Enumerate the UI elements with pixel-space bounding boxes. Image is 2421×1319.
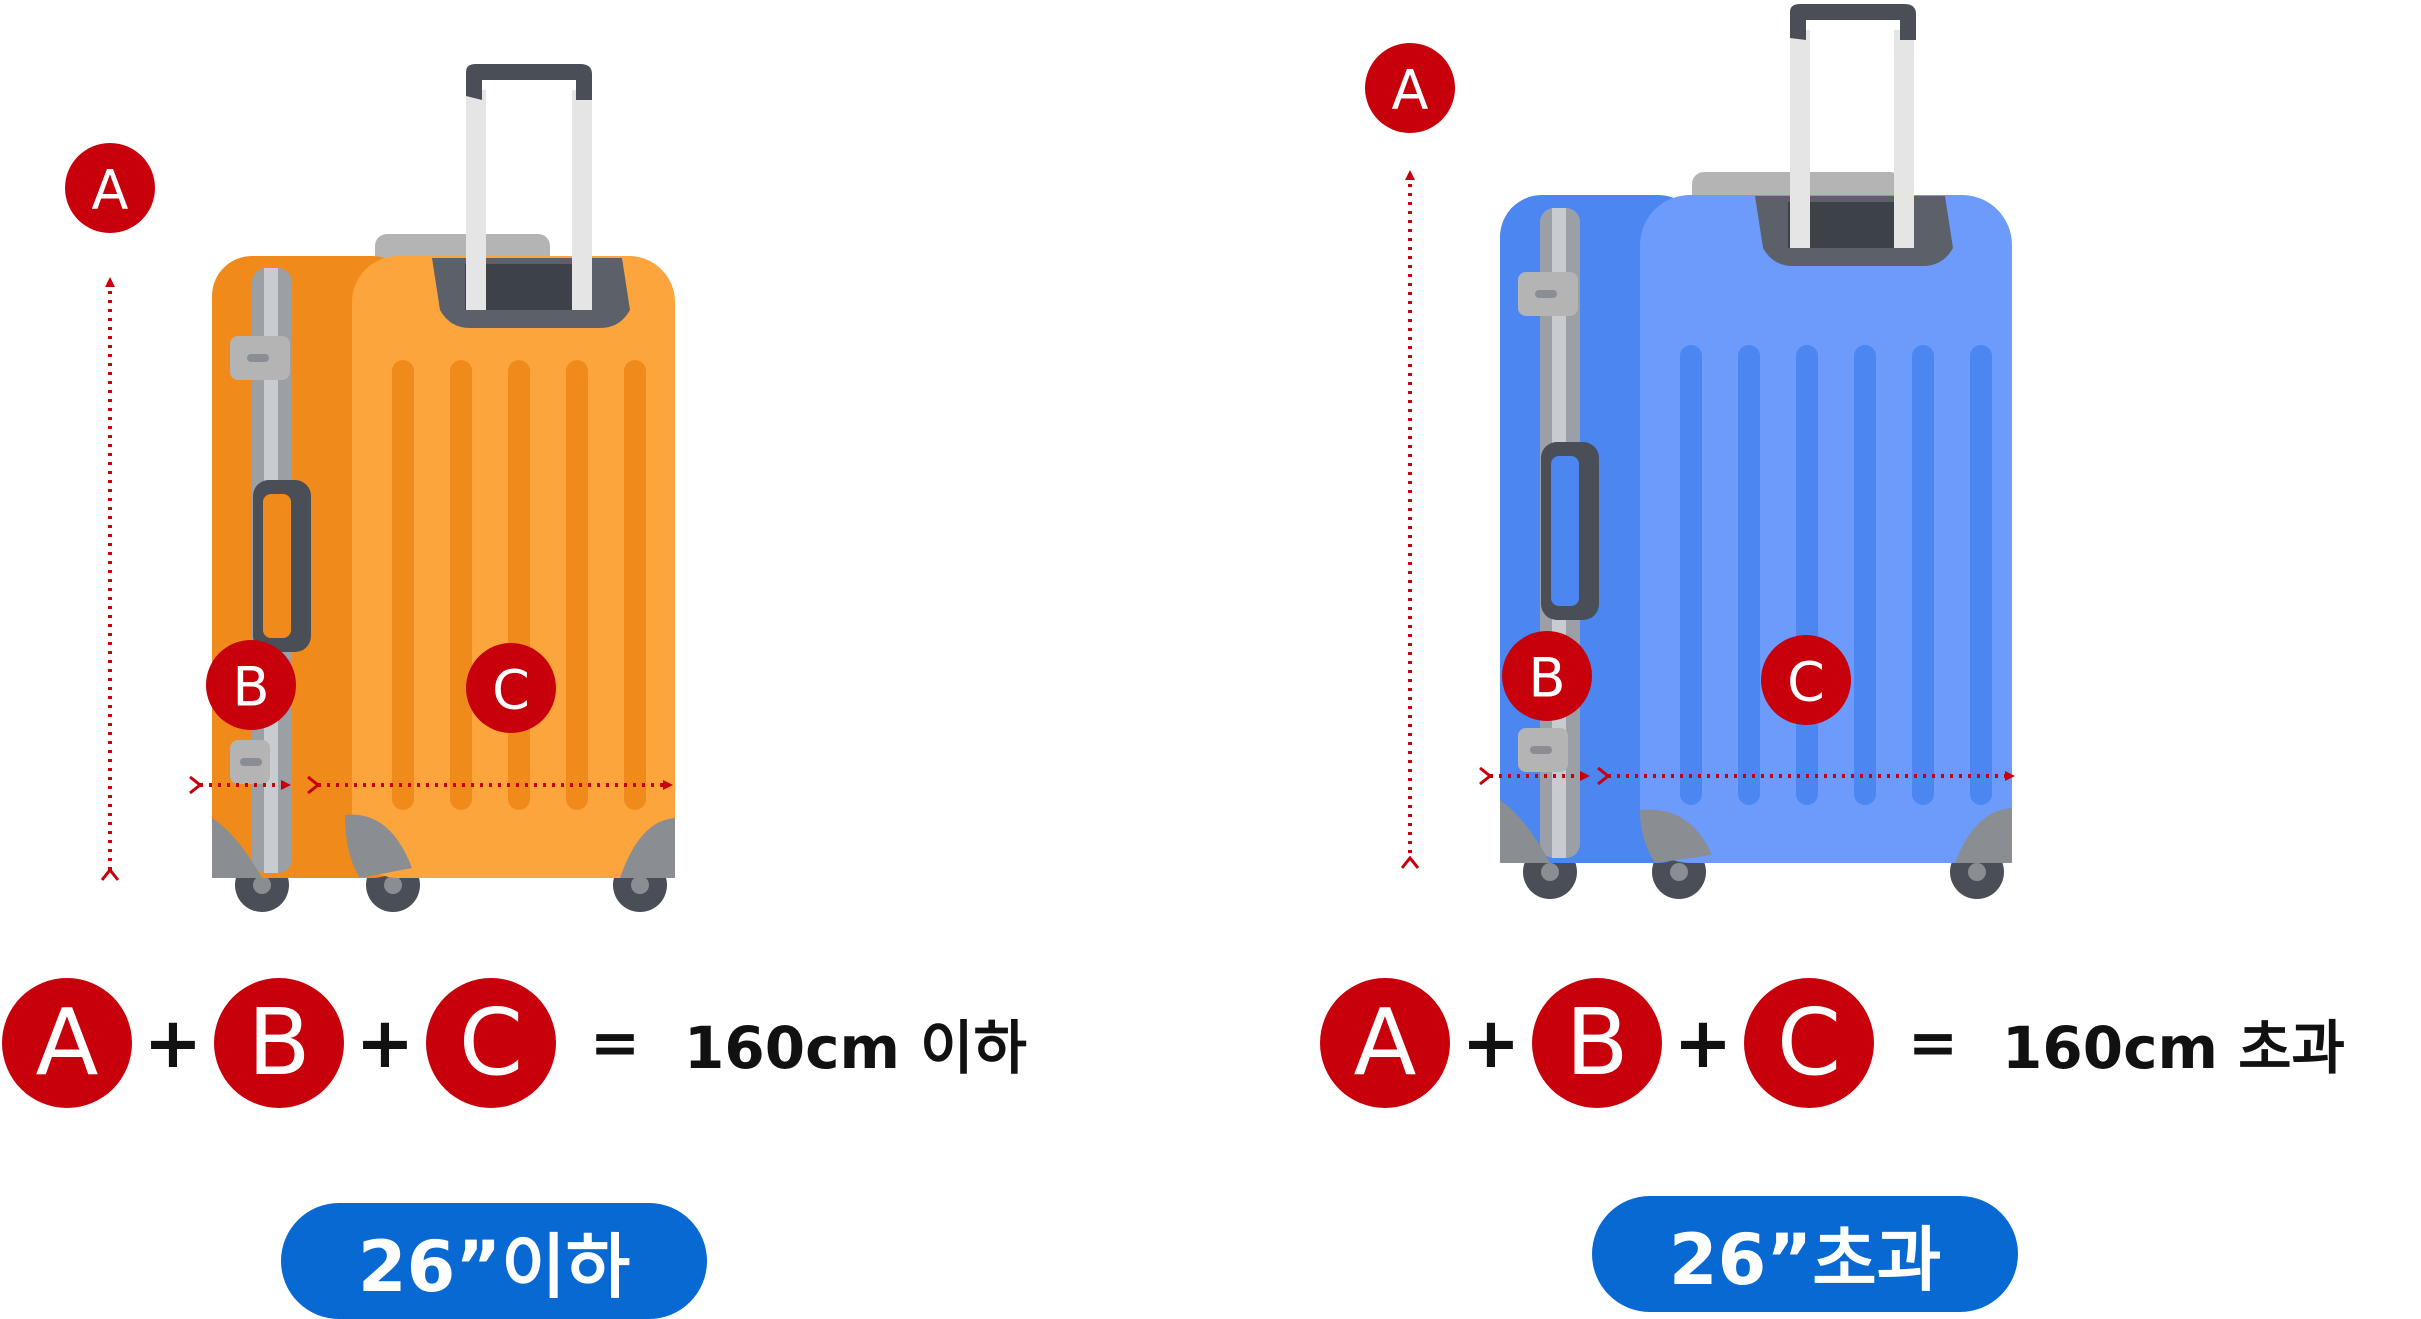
formula-right: A + B + C = 160cm 초과 xyxy=(1320,978,2345,1108)
plus-sign: + xyxy=(1673,1002,1733,1084)
marker-b-left: B xyxy=(206,640,296,730)
marker-c-left: C xyxy=(466,643,556,733)
svg-text:A: A xyxy=(1392,59,1429,122)
size-pill-left: 26”이하 xyxy=(281,1203,707,1319)
formula-marker-c: C xyxy=(1744,978,1874,1108)
size-pill-right: 26”초과 xyxy=(1592,1196,2018,1312)
formula-marker-a: A xyxy=(1320,978,1450,1108)
equals-sign: = xyxy=(1907,1008,1959,1078)
marker-a-left: A xyxy=(65,143,155,233)
formula-result: 160cm 이하 xyxy=(684,1014,1027,1082)
svg-text:C: C xyxy=(492,659,530,722)
svg-text:C: C xyxy=(1787,651,1825,714)
formula-result: 160cm 초과 xyxy=(2002,1014,2345,1082)
marker-c-right: C xyxy=(1761,635,1851,725)
svg-text:B: B xyxy=(1528,647,1565,710)
formula-marker-b: B xyxy=(214,978,344,1108)
equals-sign: = xyxy=(589,1008,641,1078)
marker-b-right: B xyxy=(1502,631,1592,721)
svg-text:B: B xyxy=(232,656,269,719)
plus-sign: + xyxy=(143,1002,203,1084)
formula-left: A + B + C = 160cm 이하 xyxy=(2,978,1027,1108)
suitcase-large xyxy=(1500,4,2012,899)
formula-marker-c: C xyxy=(426,978,556,1108)
svg-text:A: A xyxy=(92,159,129,222)
marker-a-right: A xyxy=(1365,43,1455,133)
plus-sign: + xyxy=(1461,1002,1521,1084)
formula-marker-a: A xyxy=(2,978,132,1108)
plus-sign: + xyxy=(355,1002,415,1084)
formula-marker-b: B xyxy=(1532,978,1662,1108)
